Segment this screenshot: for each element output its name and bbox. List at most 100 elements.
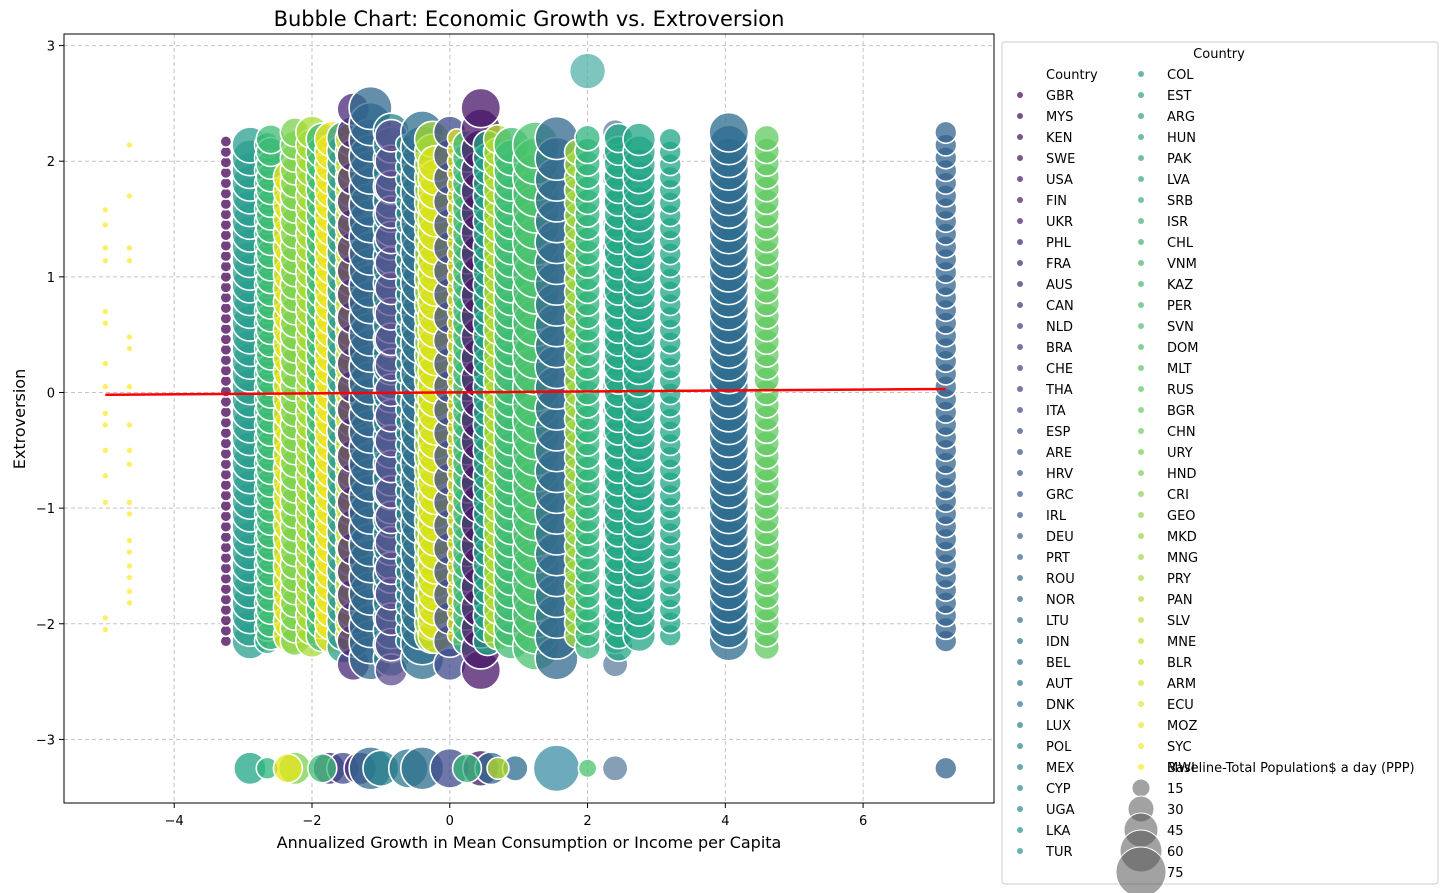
legend-label: SRB — [1167, 194, 1193, 209]
legend-label: ITA — [1046, 404, 1066, 419]
bubble — [126, 421, 133, 429]
legend-label: ARE — [1046, 446, 1072, 461]
bubble — [460, 87, 502, 129]
legend-marker — [1017, 470, 1023, 476]
legend-label: IRL — [1046, 509, 1067, 524]
legend-label: MYS — [1046, 110, 1073, 125]
bubble — [102, 221, 109, 229]
legend-marker — [1138, 617, 1144, 623]
legend-label: BRA — [1046, 341, 1072, 356]
legend-marker — [1017, 827, 1023, 833]
legend-label: CHL — [1167, 236, 1194, 251]
legend-label: ROU — [1046, 572, 1075, 587]
legend-marker — [1138, 386, 1144, 392]
bubble — [126, 588, 133, 595]
legend-marker — [1138, 428, 1144, 434]
legend-label: HRV — [1046, 467, 1073, 482]
bubble — [102, 308, 109, 315]
legend-marker — [1138, 197, 1144, 203]
legend-label: USA — [1046, 173, 1073, 188]
legend-label: ECU — [1167, 698, 1194, 713]
legend-label: AUS — [1046, 278, 1073, 293]
bubble — [126, 383, 133, 390]
legend-marker — [1017, 407, 1023, 413]
legend-marker — [1138, 449, 1144, 455]
legend-label: PRT — [1046, 551, 1070, 566]
legend-label: PAK — [1167, 152, 1192, 167]
bubble — [126, 345, 133, 352]
bubble — [102, 499, 109, 506]
y-tick-label: 2 — [47, 155, 55, 170]
legend-label: ISR — [1167, 215, 1188, 230]
legend-size-label: 60 — [1167, 845, 1184, 860]
x-tick-label: 6 — [859, 814, 867, 829]
legend-label: DOM — [1167, 341, 1198, 356]
legend-label: NLD — [1046, 320, 1073, 335]
legend-label: LUX — [1046, 719, 1071, 734]
x-tick-label: −2 — [302, 814, 321, 829]
y-tick-label: 3 — [47, 40, 55, 55]
legend-label: GBR — [1046, 89, 1074, 104]
legend-marker — [1017, 218, 1023, 224]
legend-label: LKA — [1046, 824, 1071, 839]
legend-marker — [1138, 701, 1144, 707]
legend-marker — [1017, 617, 1023, 623]
bubble — [126, 548, 133, 556]
legend-marker — [1138, 407, 1144, 413]
legend-marker — [1017, 113, 1023, 119]
legend-marker — [1017, 428, 1023, 434]
legend-marker — [1138, 575, 1144, 581]
legend-label: MNE — [1167, 635, 1196, 650]
trend-line — [105, 387, 946, 397]
legend-label: CHE — [1046, 362, 1073, 377]
legend-label: GEO — [1167, 509, 1196, 524]
legend-marker — [1017, 743, 1023, 749]
y-tick-label: −1 — [36, 502, 55, 517]
legend-label: MEX — [1046, 761, 1074, 776]
bubble — [102, 421, 109, 429]
plot-frame — [63, 33, 995, 804]
legend-label: DEU — [1046, 530, 1074, 545]
legend-marker — [1138, 365, 1144, 371]
y-axis-ticks: −3 −2 −1 0 1 2 3 — [36, 40, 64, 748]
legend-label: CHN — [1167, 425, 1196, 440]
legend-marker — [1017, 344, 1023, 350]
legend-marker — [1017, 533, 1023, 539]
legend-label: RUS — [1167, 383, 1194, 398]
x-axis-ticks: −4 −2 0 2 4 6 — [165, 803, 867, 829]
bubble — [622, 122, 657, 157]
legend-label: LTU — [1046, 614, 1069, 629]
legend-label: URY — [1167, 446, 1193, 461]
bubble — [272, 753, 304, 784]
bubble — [708, 111, 750, 153]
chart-title: Bubble Chart: Economic Growth vs. Extrov… — [274, 7, 785, 31]
bubble — [219, 135, 233, 149]
bubble — [102, 472, 109, 480]
legend-marker — [1138, 92, 1144, 98]
legend-marker — [1017, 638, 1023, 644]
legend-items: Country GBR MYS KEN SWE USA FIN UKR PHL FRA AUS CAN… — [1017, 68, 1415, 893]
x-tick-label: −4 — [165, 814, 184, 829]
legend-label: NOR — [1046, 593, 1075, 608]
legend: Country Country GBR MYS KEN SWE USA FIN UKR PHL F… — [1001, 41, 1439, 893]
legend-size-header: Baseline-Total Population$ a day (PPP) — [1167, 761, 1415, 776]
legend-marker — [1017, 596, 1023, 602]
legend-label: HUN — [1167, 131, 1196, 146]
legend-marker — [1017, 806, 1023, 812]
legend-marker — [1138, 281, 1144, 287]
legend-label: MWI — [1167, 761, 1195, 776]
y-tick-label: 0 — [47, 386, 55, 401]
bubble — [532, 744, 581, 793]
bubble — [126, 562, 133, 570]
legend-size-marker — [1131, 778, 1151, 798]
bubble — [126, 574, 133, 581]
bubble — [568, 52, 607, 90]
legend-label: SVN — [1167, 320, 1194, 335]
bubble — [577, 758, 598, 779]
legend-marker — [1138, 323, 1144, 329]
y-axis-label: Extroversion — [10, 369, 29, 469]
legend-marker — [1138, 260, 1144, 266]
legend-marker — [1017, 554, 1023, 560]
bubble — [102, 319, 109, 327]
legend-marker — [1017, 848, 1023, 854]
